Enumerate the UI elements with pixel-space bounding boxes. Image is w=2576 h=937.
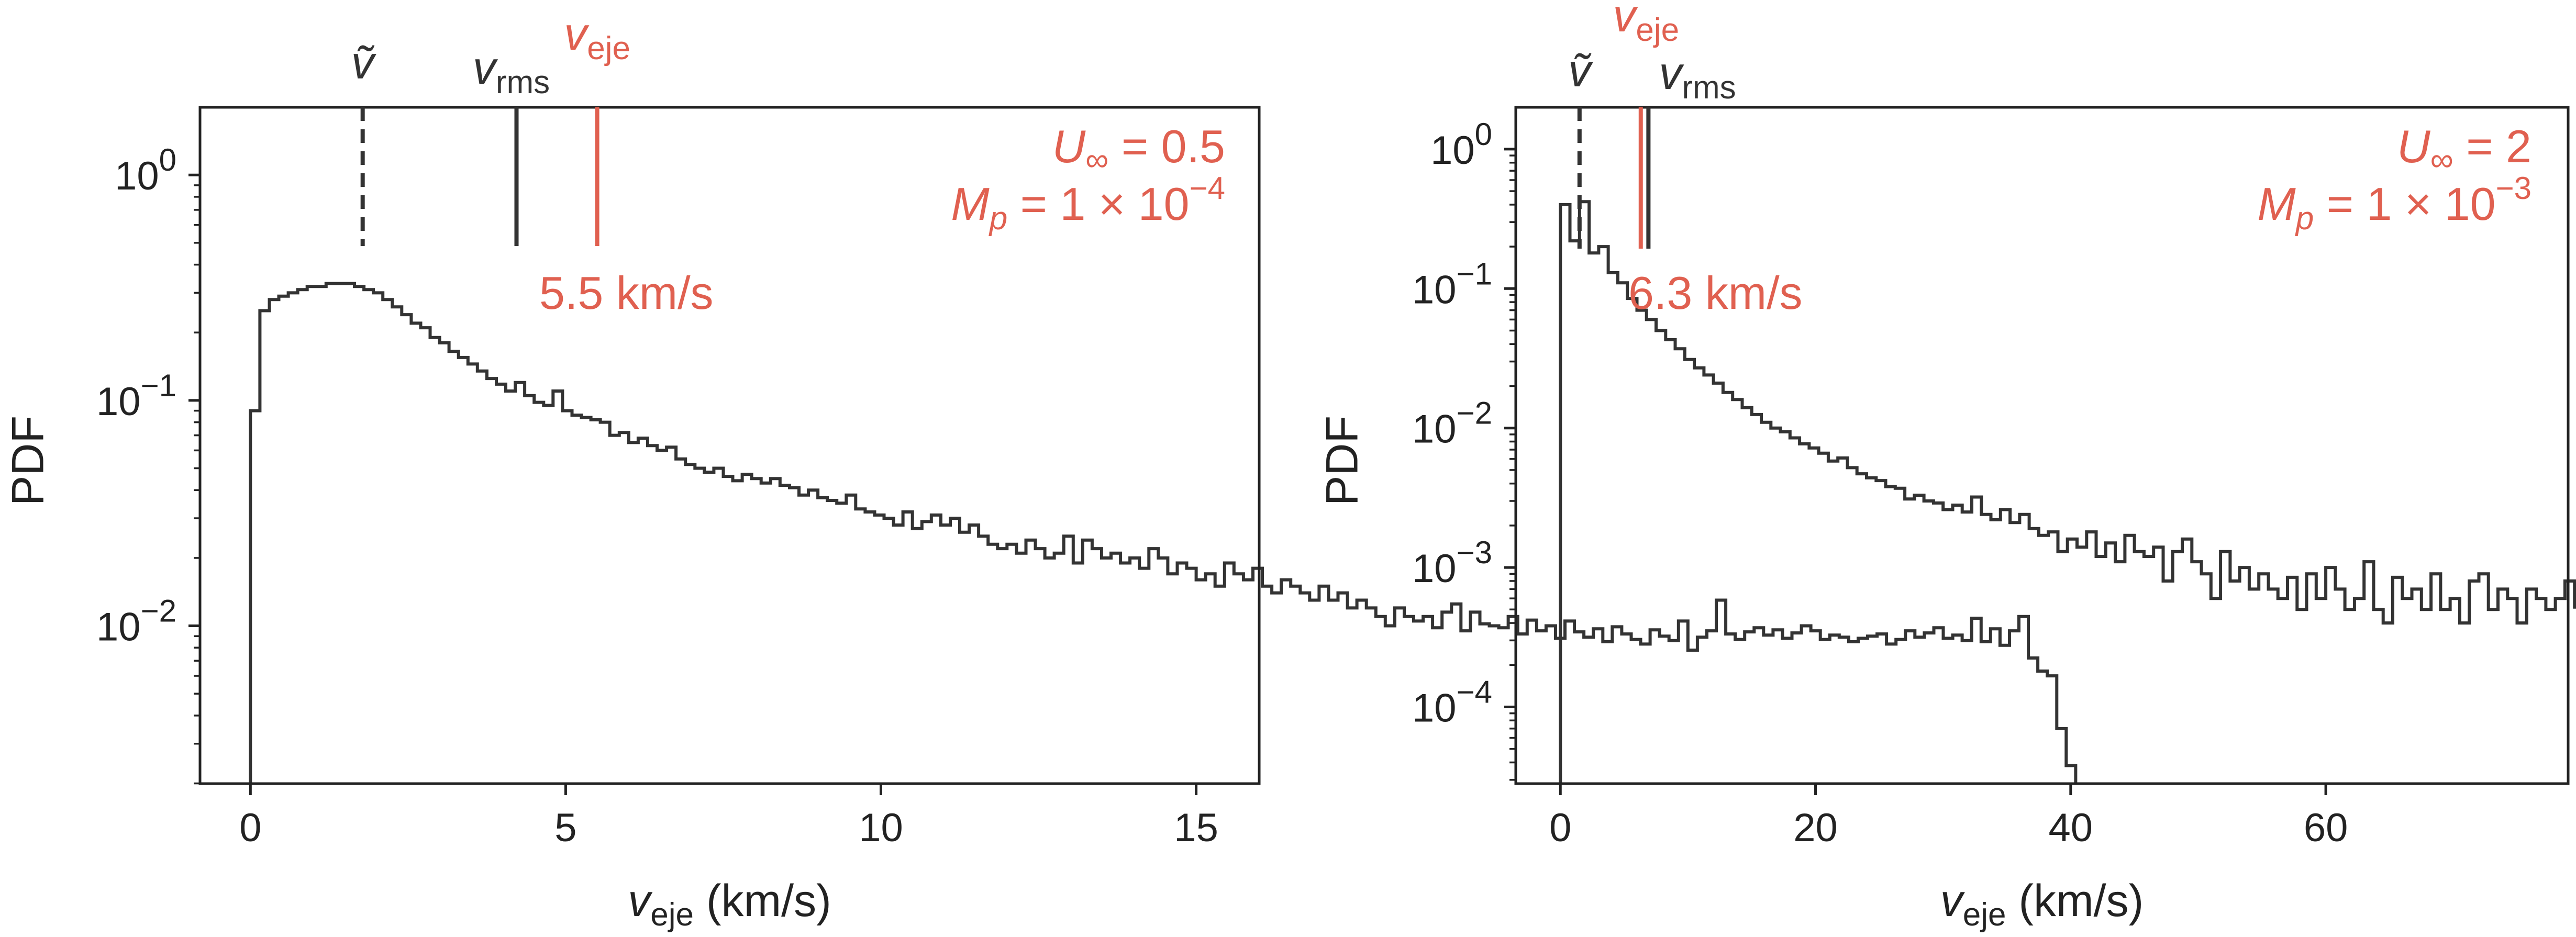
y-tick-label: 10−3 bbox=[1412, 535, 1492, 591]
x-axis-label-sub: eje bbox=[650, 897, 694, 933]
x-axis-label-var: v bbox=[1940, 876, 1966, 926]
annotation-m-sub: p bbox=[989, 200, 1007, 237]
marker-label-v-rms: vrms bbox=[1659, 47, 1736, 106]
y-tick-base: 10 bbox=[96, 605, 141, 650]
annotation-m-value: = 1 × 10 bbox=[1007, 178, 1189, 230]
annotation-u: U∞ = 2 bbox=[2397, 120, 2531, 178]
annotation-u-var: U bbox=[2397, 120, 2430, 172]
marker-label-sub: eje bbox=[1636, 12, 1679, 48]
y-tick-label: 10−4 bbox=[1412, 674, 1492, 730]
annotation-m-value: = 1 × 10 bbox=[2314, 178, 2495, 230]
x-tick-label: 5 bbox=[554, 806, 576, 850]
annotation-m-exp: −3 bbox=[2496, 171, 2531, 206]
marker-value-text: 6.3 km/s bbox=[1628, 267, 1803, 319]
y-tick-base: 10 bbox=[1412, 407, 1457, 452]
x-tick-label: 60 bbox=[2304, 806, 2348, 850]
marker-label-v-rms: vrms bbox=[473, 42, 550, 101]
annotation-u-sub: ∞ bbox=[1085, 142, 1108, 178]
x-tick-label: 0 bbox=[239, 806, 261, 850]
y-tick-base: 10 bbox=[1412, 267, 1457, 312]
x-axis-label-units: (km/s) bbox=[2006, 876, 2144, 926]
y-tick-label: 10−2 bbox=[96, 594, 176, 650]
marker-label-sub: rms bbox=[1682, 70, 1736, 106]
marker-label-v-tilde: ṽ bbox=[1568, 44, 1594, 96]
annotation-m-var: M bbox=[951, 178, 990, 230]
marker-label-var: v bbox=[564, 8, 590, 60]
annotation-m-sub: p bbox=[2295, 200, 2314, 237]
marker-label-sub: eje bbox=[587, 30, 630, 66]
y-tick-label: 10−1 bbox=[1412, 256, 1492, 312]
annotation-u: U∞ = 0.5 bbox=[1052, 120, 1225, 178]
marker-value-text: 5.5 km/s bbox=[539, 267, 714, 319]
x-tick-label: 10 bbox=[859, 806, 903, 850]
y-tick-exponent: −1 bbox=[1457, 256, 1492, 291]
axes-frame bbox=[198, 106, 1261, 785]
marker-label-var: ṽ bbox=[1568, 44, 1594, 96]
x-tick-label: 20 bbox=[1793, 806, 1838, 850]
x-tick-label: 15 bbox=[1174, 806, 1218, 850]
annotation-u-sub: ∞ bbox=[2430, 142, 2453, 178]
axes-frame bbox=[1514, 106, 2570, 785]
y-tick-base: 10 bbox=[115, 154, 159, 198]
y-tick-base: 10 bbox=[1412, 686, 1457, 730]
marker-label-var: ṽ bbox=[351, 37, 377, 88]
y-tick-exponent: 0 bbox=[1475, 117, 1492, 152]
x-axis-label-var: v bbox=[628, 876, 653, 926]
annotation-m: Mp = 1 × 10−3 bbox=[2257, 171, 2531, 237]
marker-label-sub: rms bbox=[496, 64, 550, 101]
y-tick-exponent: 0 bbox=[159, 142, 176, 177]
y-tick-exponent: −2 bbox=[141, 594, 176, 629]
y-tick-exponent: −2 bbox=[1457, 396, 1492, 431]
annotation-m-exp: −4 bbox=[1190, 171, 1225, 206]
y-tick-base: 10 bbox=[96, 380, 141, 424]
marker-label-v-eje: veje bbox=[564, 8, 630, 66]
annotation-m: Mp = 1 × 10−4 bbox=[951, 171, 1225, 237]
y-tick-exponent: −3 bbox=[1457, 535, 1492, 570]
marker-label-var: v bbox=[1613, 0, 1638, 41]
y-tick-label: 100 bbox=[115, 142, 176, 198]
y-tick-base: 10 bbox=[1430, 128, 1475, 173]
annotation-u-value: = 0.5 bbox=[1108, 120, 1225, 172]
x-tick-label: 0 bbox=[1549, 806, 1571, 850]
y-tick-exponent: −4 bbox=[1457, 674, 1492, 709]
annotation-m-var: M bbox=[2257, 178, 2296, 230]
histogram-series bbox=[249, 282, 2078, 784]
x-axis-label: veje (km/s) bbox=[628, 876, 831, 933]
marker-label-var: v bbox=[473, 42, 498, 94]
y-tick-label: 10−2 bbox=[1412, 396, 1492, 452]
histogram-series bbox=[1559, 200, 2576, 784]
y-axis-label: PDF bbox=[3, 416, 53, 506]
marker-label-v-eje: veje bbox=[1613, 0, 1679, 48]
annotation-u-value: = 2 bbox=[2453, 120, 2531, 172]
marker-label-v-tilde: ṽ bbox=[351, 37, 377, 88]
x-axis-label-units: (km/s) bbox=[694, 876, 831, 926]
marker-label-var: v bbox=[1659, 47, 1684, 99]
x-axis-label-sub: eje bbox=[1963, 897, 2006, 933]
y-tick-exponent: −1 bbox=[141, 368, 176, 403]
x-tick-label: 40 bbox=[2049, 806, 2093, 850]
annotation-u-var: U bbox=[1052, 120, 1086, 172]
x-axis-label: veje (km/s) bbox=[1940, 876, 2144, 933]
y-tick-base: 10 bbox=[1412, 546, 1457, 591]
y-tick-label: 10−1 bbox=[96, 368, 176, 424]
y-axis-label: PDF bbox=[1317, 416, 1368, 506]
y-tick-label: 100 bbox=[1430, 117, 1492, 173]
